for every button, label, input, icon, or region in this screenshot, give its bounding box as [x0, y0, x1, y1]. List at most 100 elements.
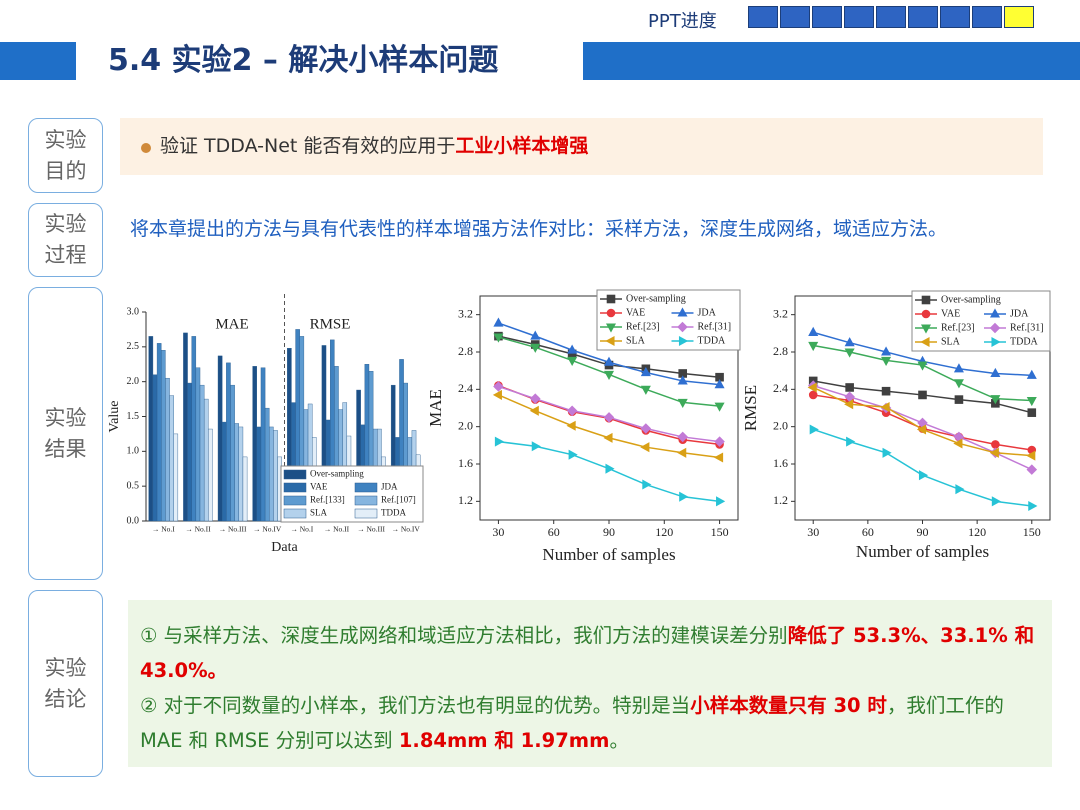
legend-marker — [605, 335, 615, 347]
progress-step-current — [1004, 6, 1034, 28]
y-tick-label: 2.0 — [773, 418, 788, 432]
bar — [208, 428, 213, 522]
marker — [567, 356, 578, 366]
legend-label: SLA — [310, 508, 328, 518]
legend-marker — [989, 322, 1001, 334]
label-line: 实验 — [44, 212, 87, 236]
bar — [161, 350, 166, 522]
y-tick-label: 2.4 — [773, 381, 788, 395]
marker — [640, 366, 651, 377]
section-label: 实验 过程 — [28, 203, 103, 277]
text-run: ① 与采样方法、深度生成网络和域适应方法相比，我们方法的建模误差分别 — [140, 624, 788, 647]
y-tick-label: 1.0 — [127, 446, 140, 457]
marker — [1028, 500, 1038, 512]
legend-label: TDDA — [1010, 336, 1039, 347]
section-label: 实验 结果 — [28, 287, 103, 580]
marker — [642, 479, 652, 490]
marker — [677, 447, 687, 458]
legend-marker — [921, 295, 931, 305]
marker — [881, 346, 892, 356]
marker — [918, 390, 927, 400]
bar — [269, 426, 274, 522]
marker — [494, 436, 505, 447]
marker — [807, 382, 817, 393]
marker — [808, 326, 819, 336]
legend-label: Ref.[31] — [1010, 322, 1044, 333]
bar — [165, 377, 170, 522]
x-tick-label: 30 — [807, 525, 819, 539]
marker — [714, 379, 725, 389]
legend-marker — [605, 323, 617, 333]
marker — [1027, 408, 1037, 417]
x-tick-label: 150 — [1023, 525, 1041, 539]
marker — [531, 441, 541, 452]
legend-label: Over-sampling — [941, 294, 1001, 305]
legend-swatch — [354, 508, 378, 519]
y-tick-label: 2.8 — [773, 344, 788, 358]
progress-step — [940, 6, 970, 28]
legend-label: VAE — [310, 482, 328, 492]
bar — [238, 426, 244, 522]
label-line: 实验 — [44, 655, 87, 680]
marker — [1026, 396, 1037, 407]
progress-step — [876, 6, 906, 28]
x-tick-label: → No.III — [357, 525, 385, 534]
bar — [226, 362, 231, 522]
label-line: 目的 — [44, 158, 87, 183]
legend-marker — [678, 335, 689, 347]
legend-marker — [920, 324, 932, 334]
label-line: 实验 — [44, 127, 87, 152]
marker — [713, 452, 724, 463]
progress-step — [908, 6, 938, 28]
legend-swatch — [283, 508, 307, 519]
y-tick-label: 1.6 — [458, 456, 473, 470]
marker — [529, 405, 539, 416]
bar — [152, 374, 158, 522]
legend-label: JDA — [381, 482, 398, 492]
y-axis-label: Value — [107, 401, 122, 433]
bar — [195, 367, 201, 522]
marker — [1026, 450, 1036, 461]
legend-marker — [677, 307, 688, 317]
bullet — [141, 143, 151, 153]
highlight-text: 1.84mm 和 1.97mm — [398, 729, 610, 752]
legend-marker — [606, 294, 616, 304]
bar — [260, 367, 266, 522]
marker — [991, 440, 1000, 449]
bar — [273, 430, 278, 522]
bar — [217, 355, 223, 522]
marker — [844, 348, 855, 358]
marker — [605, 463, 615, 474]
marker — [603, 370, 615, 380]
x-tick-label: 60 — [548, 525, 560, 539]
marker — [567, 344, 578, 354]
marker — [916, 424, 927, 435]
marker — [714, 402, 725, 412]
section-label: 实验 目的 — [28, 118, 103, 193]
x-tick-label: 150 — [711, 525, 729, 539]
section-label: 实验 结论 — [28, 590, 103, 777]
y-tick-label: 0.0 — [127, 515, 140, 526]
marker — [1026, 464, 1038, 475]
panel-label: RMSE — [310, 316, 351, 332]
y-axis-label: RMSE — [741, 385, 760, 431]
legend-swatch — [283, 495, 307, 506]
marker — [716, 496, 726, 507]
marker — [845, 383, 854, 392]
marker — [991, 496, 1001, 507]
x-tick-label: → No.II — [185, 525, 211, 534]
marker — [881, 386, 891, 396]
legend-swatch — [283, 469, 307, 480]
legend-label: JDA — [698, 307, 717, 318]
marker — [530, 343, 541, 353]
y-tick-label: 2.0 — [458, 418, 473, 432]
marker — [493, 333, 504, 343]
marker — [640, 385, 651, 395]
legend-label: JDA — [1010, 308, 1029, 319]
marker — [809, 424, 819, 435]
x-tick-label: 120 — [968, 525, 986, 539]
marker — [917, 361, 928, 371]
y-tick-label: 1.2 — [458, 493, 473, 507]
x-tick-label: 30 — [492, 525, 504, 539]
